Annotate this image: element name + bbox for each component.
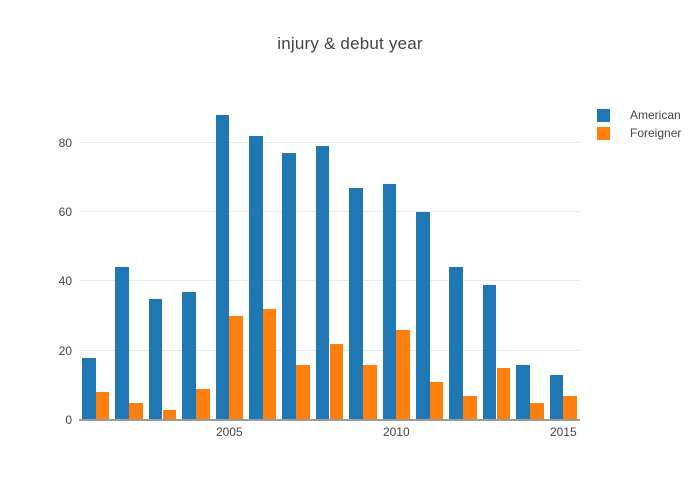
bar-american-2014[interactable] bbox=[516, 364, 530, 420]
bar-american-2012[interactable] bbox=[449, 267, 464, 420]
bar-foreigner-2015[interactable] bbox=[563, 395, 577, 420]
bar-american-2015[interactable] bbox=[549, 374, 564, 420]
bar-american-2009[interactable] bbox=[349, 187, 363, 420]
y-tick-label-0: 0 bbox=[65, 413, 72, 427]
gridline-y-80 bbox=[79, 141, 580, 143]
bar-american-2006[interactable] bbox=[249, 135, 263, 420]
bar-foreigner-2010[interactable] bbox=[396, 329, 410, 420]
bar-foreigner-2012[interactable] bbox=[463, 395, 477, 420]
bar-foreigner-2004[interactable] bbox=[195, 388, 210, 420]
bar-foreigner-2002[interactable] bbox=[129, 402, 143, 420]
y-tick-label-20: 20 bbox=[58, 343, 72, 358]
bar-foreigner-2011[interactable] bbox=[429, 381, 444, 420]
bar-american-2011[interactable] bbox=[416, 212, 430, 420]
bar-american-2002[interactable] bbox=[115, 267, 130, 420]
bar-foreigner-2007[interactable] bbox=[296, 364, 310, 420]
bar-american-2008[interactable] bbox=[315, 146, 330, 420]
bar-american-2003[interactable] bbox=[148, 298, 163, 420]
bar-foreigner-2008[interactable] bbox=[329, 343, 344, 420]
y-tick-label-60: 60 bbox=[58, 205, 72, 220]
x-tick-label-2015: 2015 bbox=[549, 425, 577, 439]
legend-swatch-american-icon bbox=[597, 108, 610, 122]
legend-label-foreigner: Foreigner bbox=[630, 126, 682, 140]
legend-item-foreigner[interactable]: Foreigner bbox=[597, 124, 681, 142]
bar-american-2004[interactable] bbox=[182, 291, 196, 420]
gridline-y-40 bbox=[79, 280, 580, 282]
bar-american-2007[interactable] bbox=[282, 153, 297, 420]
bar-american-2010[interactable] bbox=[382, 184, 397, 420]
bar-american-2001[interactable] bbox=[82, 357, 96, 420]
y-tick-label-40: 40 bbox=[58, 274, 72, 289]
legend: American Foreigner bbox=[597, 106, 681, 142]
bar-foreigner-2013[interactable] bbox=[496, 368, 511, 420]
chart-title: injury & debut year bbox=[277, 34, 423, 53]
gridline-y-60 bbox=[79, 211, 580, 213]
bar-american-2013[interactable] bbox=[482, 284, 497, 420]
bar-foreigner-2009[interactable] bbox=[362, 364, 377, 420]
bar-foreigner-2001[interactable] bbox=[95, 392, 110, 420]
bar-foreigner-2006[interactable] bbox=[262, 309, 277, 420]
x-tick-label-2005: 2005 bbox=[215, 425, 243, 439]
legend-item-american[interactable]: American bbox=[597, 106, 681, 124]
legend-swatch-foreigner-icon bbox=[597, 126, 610, 140]
plot-area bbox=[79, 90, 580, 420]
x-axis-line bbox=[79, 419, 580, 421]
x-tick-label-2010: 2010 bbox=[382, 425, 410, 439]
bar-american-2005[interactable] bbox=[215, 114, 230, 420]
bar-foreigner-2003[interactable] bbox=[162, 409, 177, 420]
bar-foreigner-2014[interactable] bbox=[529, 402, 544, 420]
bar-foreigner-2005[interactable] bbox=[229, 316, 243, 420]
legend-label-american: American bbox=[630, 108, 681, 122]
y-tick-label-80: 80 bbox=[58, 135, 72, 150]
